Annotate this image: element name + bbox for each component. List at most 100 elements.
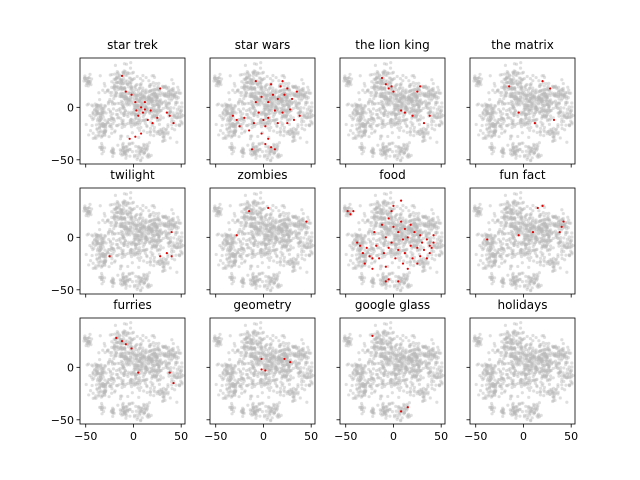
background-point [170,123,174,127]
background-point [271,73,275,78]
background-point [296,92,300,97]
background-point [489,105,493,109]
background-point [96,264,101,268]
highlight-point [260,95,263,98]
background-point [538,83,542,87]
background-point [423,130,428,134]
background-point [122,280,127,284]
background-point [98,249,102,253]
background-point [158,114,163,118]
background-point [373,102,377,106]
background-point [387,76,392,80]
background-point [540,109,545,113]
background-point [493,146,497,150]
background-point [415,102,419,107]
background-point [272,96,276,100]
background-point [394,113,399,117]
background-point [111,148,115,152]
background-point [526,99,530,103]
background-point [164,257,169,261]
background-point [506,143,510,147]
background-point [121,252,125,256]
background-point [243,72,247,76]
background-point [136,235,140,240]
background-point [393,107,397,111]
background-point [426,90,431,95]
background-point [381,105,385,109]
background-point [529,125,533,130]
background-point [424,128,428,132]
background-point [381,94,385,99]
background-point [127,272,132,277]
background-point [101,245,105,249]
background-point [129,86,133,90]
background-point [226,117,230,121]
background-point [87,76,91,80]
background-point [362,110,366,115]
background-point [116,217,120,222]
background-point [280,106,284,110]
background-point [168,88,172,92]
background-point [125,227,129,231]
background-point [498,124,502,128]
background-point [247,123,251,127]
background-point [385,149,390,154]
background-point [113,130,117,134]
background-point [179,115,184,119]
background-point [518,97,522,101]
background-point [554,86,558,90]
background-point [101,121,105,126]
background-point [381,86,385,91]
background-point [174,100,178,104]
background-point [251,70,255,74]
background-point [100,147,104,151]
background-point [138,225,142,229]
background-point [525,74,529,79]
background-point [152,224,156,228]
background-point [141,209,145,213]
background-point [162,215,166,219]
background-point [475,81,479,86]
background-point [400,96,404,100]
background-point [125,201,129,205]
background-point [175,270,179,274]
background-point [233,133,237,137]
background-point [258,119,262,123]
background-point [351,131,355,135]
background-point [133,91,137,95]
background-point [539,130,543,134]
background-point [376,80,380,84]
background-point [519,91,523,95]
background-point [135,74,139,79]
background-point [138,99,142,104]
background-point [155,225,159,229]
background-point [233,126,238,130]
background-point [136,219,140,223]
background-point [358,118,362,122]
background-point [157,110,161,114]
background-point [175,107,179,111]
background-point [491,112,495,117]
background-point [139,92,143,96]
background-point [353,108,357,112]
background-point [125,225,129,230]
background-point [429,108,433,113]
background-point [230,121,235,125]
background-point [497,117,502,122]
background-point [266,155,270,160]
background-point [371,150,375,155]
background-point [393,84,397,89]
background-point [398,104,403,108]
background-point [270,103,274,107]
background-point [278,89,282,93]
background-point [513,87,517,91]
background-point [102,125,106,129]
background-point [526,103,530,107]
background-point [405,125,409,129]
background-point [167,232,171,236]
background-point [400,90,404,94]
background-point [138,149,142,153]
background-point [403,107,408,111]
background-point [138,216,142,220]
background-point [388,82,393,86]
